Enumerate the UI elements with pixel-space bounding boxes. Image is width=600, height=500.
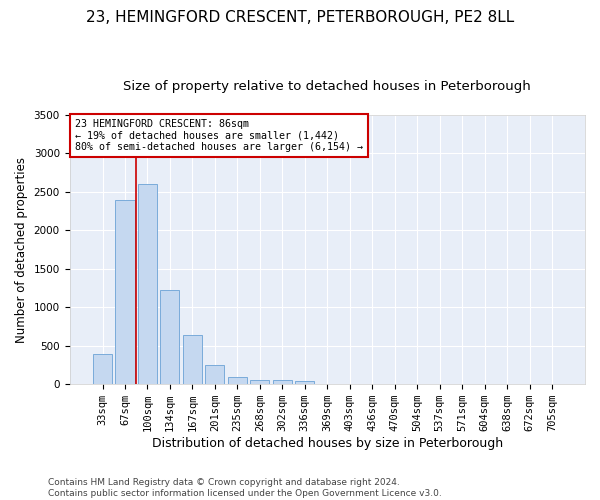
- Bar: [115, 200, 134, 384]
- Bar: [138, 184, 157, 384]
- Text: 23, HEMINGFORD CRESCENT, PETERBOROUGH, PE2 8LL: 23, HEMINGFORD CRESCENT, PETERBOROUGH, P…: [86, 10, 514, 25]
- Bar: [295, 381, 314, 384]
- Text: Contains HM Land Registry data © Crown copyright and database right 2024.
Contai: Contains HM Land Registry data © Crown c…: [48, 478, 442, 498]
- Bar: [160, 290, 179, 384]
- Bar: [93, 354, 112, 384]
- Bar: [228, 377, 247, 384]
- Bar: [250, 380, 269, 384]
- Text: 23 HEMINGFORD CRESCENT: 86sqm
← 19% of detached houses are smaller (1,442)
80% o: 23 HEMINGFORD CRESCENT: 86sqm ← 19% of d…: [74, 119, 362, 152]
- Bar: [183, 336, 202, 384]
- Y-axis label: Number of detached properties: Number of detached properties: [15, 156, 28, 342]
- Bar: [273, 380, 292, 384]
- Bar: [205, 364, 224, 384]
- Title: Size of property relative to detached houses in Peterborough: Size of property relative to detached ho…: [124, 80, 531, 93]
- X-axis label: Distribution of detached houses by size in Peterborough: Distribution of detached houses by size …: [152, 437, 503, 450]
